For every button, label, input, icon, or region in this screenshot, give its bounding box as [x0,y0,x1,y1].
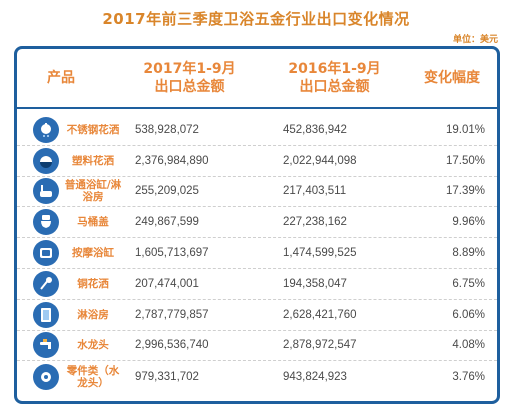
value-2016: 194,358,047 [283,277,347,290]
unit-label: 单位：美元 [452,35,498,45]
product-name: 水龙头 [77,339,109,352]
massage-tub-icon [33,240,59,267]
toilet-icon [33,209,59,236]
value-2017: 2,787,779,857 [135,308,209,321]
table-row: 淋浴房 2,787,779,857 2,628,421,760 6.06% [17,300,497,331]
shower-head-icon [33,116,59,143]
value-2016: 2,022,944,098 [283,154,357,167]
change-percent: 6.06% [452,308,485,321]
value-2017: 1,605,713,697 [135,247,209,260]
round-shower-icon [33,147,59,174]
value-2016: 2,878,972,547 [283,339,357,352]
header-2017: 2017年1-9月 出口总金额 [117,60,262,96]
bathtub-icon [33,178,59,205]
change-percent: 4.08% [452,339,485,352]
value-2016: 227,238,162 [283,216,347,229]
copper-shower-icon [33,270,59,297]
value-2016: 943,824,923 [283,370,347,383]
value-2017: 979,331,702 [135,370,199,383]
product-name: 淋浴房 [77,308,109,321]
value-2017: 207,474,001 [135,277,199,290]
table-row: 铜花洒 207,474,001 194,358,047 6.75% [17,269,497,300]
value-2016: 452,836,942 [283,123,347,136]
table-row: 普通浴缸/淋浴房 255,209,025 217,403,511 17.39% [17,177,497,208]
product-name: 马桶盖 [77,216,109,229]
table-row: 塑料花洒 2,376,984,890 2,022,944,098 17.50% [17,146,497,177]
change-percent: 3.76% [452,370,485,383]
product-name: 按摩浴缸 [72,247,114,260]
value-2017: 255,209,025 [135,185,199,198]
product-name: 零件类（水龙头） [66,364,120,389]
value-2016: 1,474,599,525 [283,247,357,260]
value-2017: 249,867,599 [135,216,199,229]
header-product: 产品 [47,70,75,86]
product-name: 铜花洒 [77,277,109,290]
header-2017-line2: 出口总金额 [154,79,225,95]
value-2016: 217,403,511 [283,185,347,198]
product-name: 普通浴缸/淋浴房 [64,179,122,204]
value-2017: 2,376,984,890 [135,154,209,167]
header-divider [17,107,497,109]
table-frame: 产品 2017年1-9月 出口总金额 2016年1-9月 出口总金额 变化幅度 … [14,46,500,404]
table-row: 马桶盖 249,867,599 227,238,162 9.96% [17,207,497,239]
change-percent: 17.50% [445,154,485,167]
header-change: 变化幅度 [424,70,480,86]
table-header: 产品 2017年1-9月 出口总金额 2016年1-9月 出口总金额 变化幅度 [17,49,497,107]
product-name: 不锈钢花洒 [66,123,120,136]
header-2016-line2: 出口总金额 [299,79,370,95]
shower-room-icon [33,301,59,328]
table-row: 不锈钢花洒 538,928,072 452,836,942 19.01% [17,115,497,146]
parts-icon [33,363,59,390]
change-percent: 8.89% [452,247,485,260]
value-2016: 2,628,421,760 [283,308,357,321]
faucet-icon [33,332,59,359]
value-2017: 2,996,536,740 [135,339,209,352]
header-2016: 2016年1-9月 出口总金额 [262,60,407,96]
value-2017: 538,928,072 [135,123,199,136]
table-row: 零件类（水龙头） 979,331,702 943,824,923 3.76% [17,361,497,392]
change-percent: 17.39% [445,185,485,198]
page-title: 2017年前三季度卫浴五金行业出口变化情况 [102,10,410,28]
table-row: 按摩浴缸 1,605,713,697 1,474,599,525 8.89% [17,238,497,269]
change-percent: 6.75% [452,277,485,290]
header-2017-line1: 2017年1-9月 [143,61,236,77]
change-percent: 19.01% [445,123,485,136]
table-body: 不锈钢花洒 538,928,072 452,836,942 19.01% 塑料花洒 2,3… [17,115,497,392]
change-percent: 9.96% [452,216,485,229]
product-name: 塑料花洒 [72,154,114,167]
header-2016-line1: 2016年1-9月 [288,61,381,77]
table-row: 水龙头 2,996,536,740 2,878,972,547 4.08% [17,331,497,362]
